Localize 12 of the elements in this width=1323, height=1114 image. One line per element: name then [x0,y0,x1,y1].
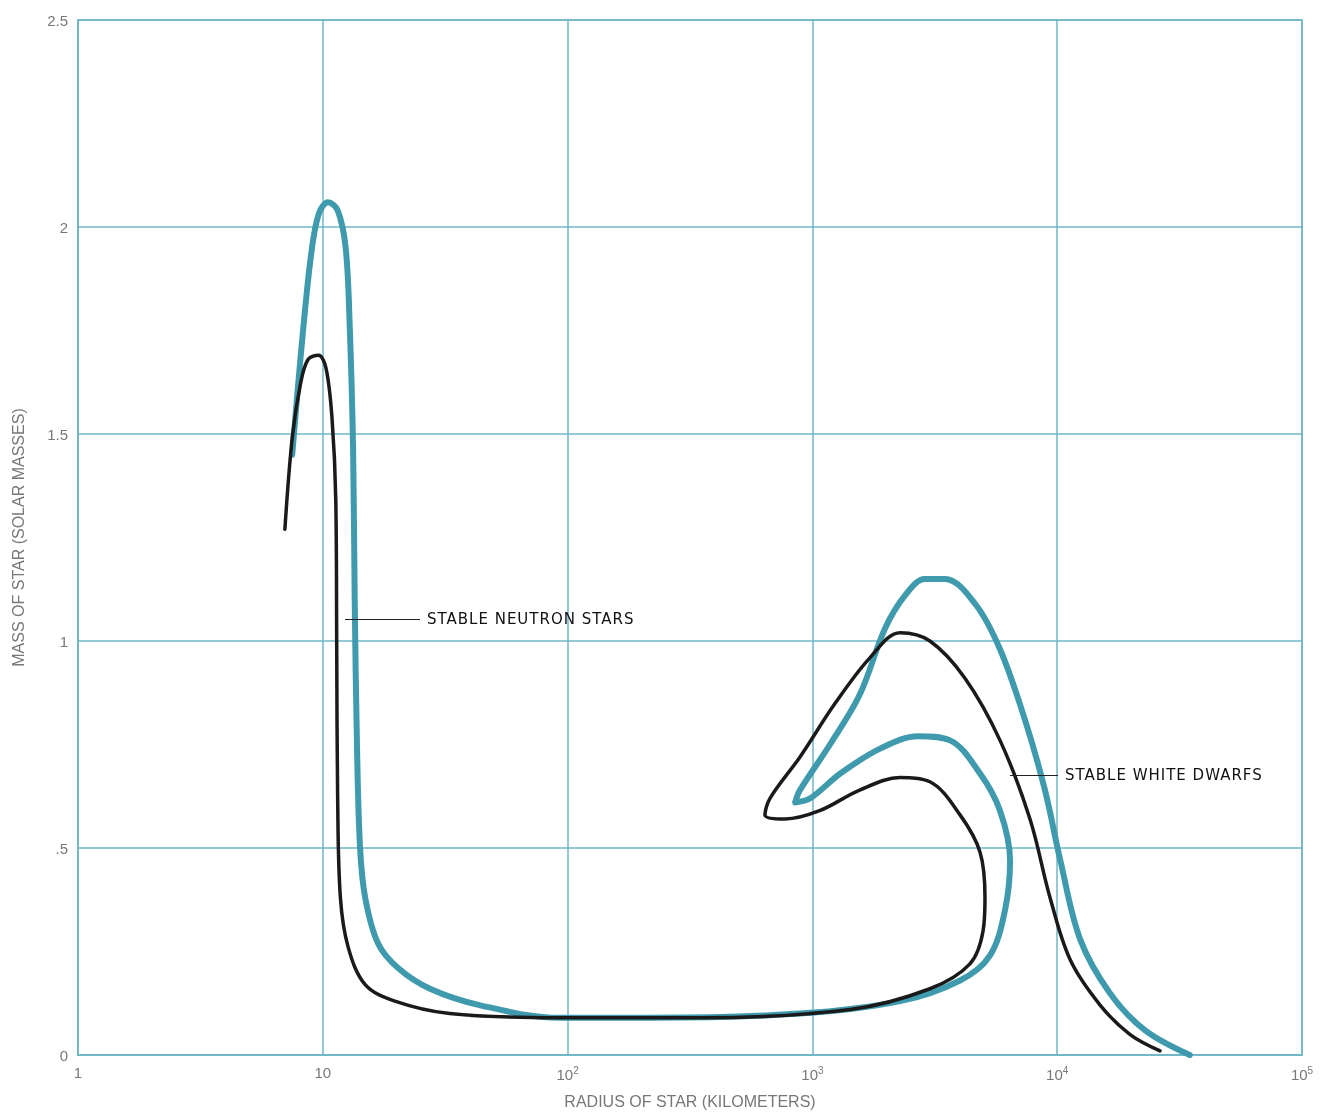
x-tick-label: 1 [73,1064,83,1081]
y-tick-label: 1 [59,632,68,650]
x-tick-label: 10 [314,1064,332,1081]
annotation: STABLE WHITE DWARFS [1065,766,1263,784]
y-tick-label: 0 [59,1046,68,1064]
y-axis-title: MASS OF STAR (SOLAR MASSES) [9,408,27,667]
y-tick-label: .5 [55,839,68,857]
y-tick-label: 2.5 [47,11,68,29]
x-axis-title: RADIUS OF STAR (KILOMETERS) [564,1092,816,1110]
annotation: STABLE NEUTRON STARS [427,610,635,628]
y-tick-label: 1.5 [47,425,68,443]
y-tick-label: 2 [59,218,68,236]
